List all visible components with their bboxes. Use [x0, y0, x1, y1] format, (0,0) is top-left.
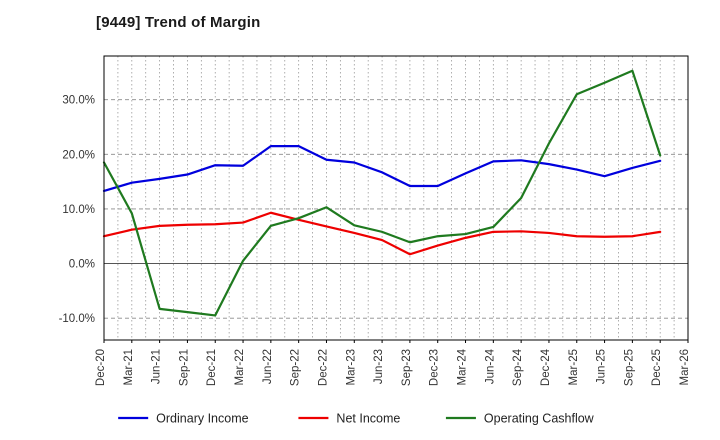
- x-axis-tick-label: Dec-23: [429, 349, 441, 386]
- legend-item[interactable]: Operating Cashflow: [445, 412, 595, 426]
- x-axis-tick-label: Sep-24: [512, 348, 524, 386]
- y-axis-tick-label: 0.0%: [69, 259, 95, 271]
- x-axis-tick-label: Mar-23: [345, 349, 357, 385]
- y-axis-tick-label: 10.0%: [62, 204, 95, 216]
- plot-frame: [103, 55, 689, 343]
- x-axis-tick-label: Dec-20: [95, 349, 107, 386]
- series-line-net-income: [102, 211, 662, 256]
- x-axis-tick-label: Dec-21: [206, 349, 218, 386]
- x-axis-tick-label: Mar-25: [568, 349, 580, 385]
- legend-item[interactable]: Ordinary Income: [118, 412, 249, 426]
- x-axis-tick-label: Jun-25: [596, 349, 608, 384]
- legend-label: Operating Cashflow: [484, 412, 595, 426]
- x-axis-tick-label: Sep-25: [623, 349, 635, 386]
- x-axis-tick-label: Mar-22: [234, 349, 246, 385]
- x-axis-tick-label: Dec-25: [651, 349, 663, 386]
- legend-label: Net Income: [336, 412, 400, 426]
- x-axis-tick-label: Jun-22: [262, 349, 274, 384]
- gridlines: [103, 56, 689, 340]
- x-axis-tick-label: Jun-21: [151, 349, 163, 384]
- x-axis-tick-label: Mar-21: [123, 349, 135, 385]
- x-axis-tick-label: Sep-21: [178, 349, 190, 386]
- legend-item[interactable]: Net Income: [298, 412, 400, 426]
- y-axis-tick-labels: -10.0% 0.0% 10.0% 20.0% 30.0%: [59, 95, 95, 325]
- series-line-ordinary-income: [102, 145, 662, 192]
- x-axis-tick-labels: Dec-20 Mar-21 Jun-21 Sep-21 Dec-21 Mar-22 Jun-…: [95, 348, 691, 386]
- chart-legend: Ordinary Income Net Income Operating Cashf…: [118, 412, 595, 426]
- legend-label: Ordinary Income: [156, 412, 248, 426]
- page-title: [9449] Trend of Margin: [96, 14, 261, 31]
- x-axis-tick-label: Sep-23: [401, 349, 413, 386]
- x-axis-tick-label: Jun-23: [373, 349, 385, 384]
- x-axis-tick-label: Jun-24: [484, 348, 496, 384]
- y-axis-tick-label: 30.0%: [62, 95, 95, 107]
- x-axis-tick-label: Dec-24: [540, 348, 552, 386]
- x-axis-tick-label: Mar-24: [457, 348, 469, 385]
- series-lines: [102, 69, 662, 317]
- x-axis-tick-label: Mar-26: [679, 349, 691, 385]
- x-axis-tick-label: Dec-22: [317, 349, 329, 386]
- x-axis-tick-label: Sep-22: [290, 349, 302, 386]
- y-axis-tick-label: 20.0%: [62, 149, 95, 161]
- series-line-operating-cashflow: [102, 69, 662, 317]
- y-axis-tick-label: -10.0%: [59, 313, 95, 325]
